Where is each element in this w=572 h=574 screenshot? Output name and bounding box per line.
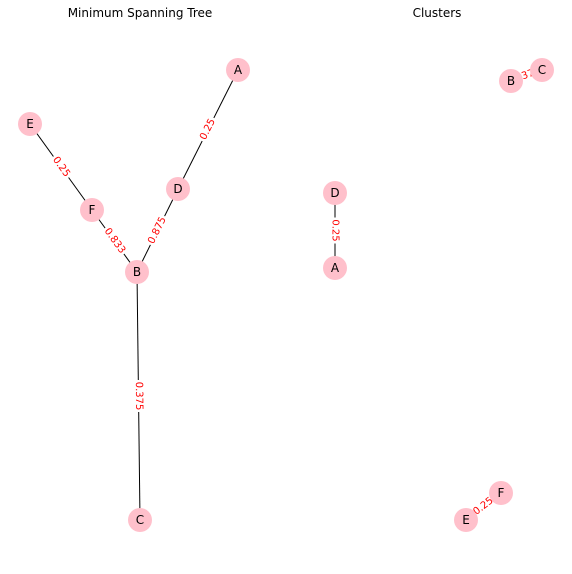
- node-a: A: [226, 58, 250, 82]
- edge-weight-text: 0.833: [102, 226, 128, 256]
- node-a: A: [323, 256, 347, 280]
- node-c: C: [128, 508, 152, 532]
- node-label: D: [173, 182, 182, 196]
- node-label: C: [136, 513, 144, 527]
- node-label: B: [133, 265, 141, 279]
- node-label: C: [538, 63, 546, 77]
- node-e: E: [454, 508, 478, 532]
- node-b: B: [499, 69, 523, 93]
- clusters-nodes: A B C D E F: [323, 58, 554, 532]
- node-e: E: [18, 112, 42, 136]
- node-label: B: [507, 74, 515, 88]
- node-label: A: [331, 261, 340, 275]
- node-label: F: [89, 203, 96, 217]
- edge-weight-label: 0.25: [49, 153, 74, 181]
- edge-weight-label: 0.25: [197, 115, 219, 144]
- edge-weight-label: 0.25: [329, 218, 341, 244]
- edge-weight-text: 0.25: [330, 219, 341, 241]
- node-d: D: [323, 181, 347, 205]
- node-f: F: [80, 198, 104, 222]
- node-b: B: [125, 260, 149, 284]
- edge-weight-label: 0.833: [100, 225, 129, 258]
- node-label: F: [498, 486, 505, 500]
- node-d: D: [166, 177, 190, 201]
- edge-weight-text: 0.875: [146, 215, 169, 246]
- mst-panel: Minimum Spanning Tree 0.25 0.875 0.25 0.833…: [18, 6, 250, 532]
- mst-panel-title: Minimum Spanning Tree: [68, 6, 213, 20]
- node-label: E: [26, 117, 34, 131]
- edge-weight-text: 0.25: [198, 117, 218, 142]
- edge-weight-text: 0.375: [133, 382, 144, 411]
- node-c: C: [530, 58, 554, 82]
- mst-edges: 0.25 0.875 0.25 0.833 0.375: [30, 70, 238, 520]
- edge-weight-label: 0.375: [132, 380, 144, 412]
- edge-weight-label: 0.875: [145, 213, 170, 247]
- node-f: F: [489, 481, 513, 505]
- node-label: D: [330, 186, 339, 200]
- node-label: A: [234, 63, 243, 77]
- mst-nodes: A B C D E F: [18, 58, 250, 532]
- clusters-panel-title: Clusters: [413, 6, 462, 20]
- node-label: E: [462, 513, 470, 527]
